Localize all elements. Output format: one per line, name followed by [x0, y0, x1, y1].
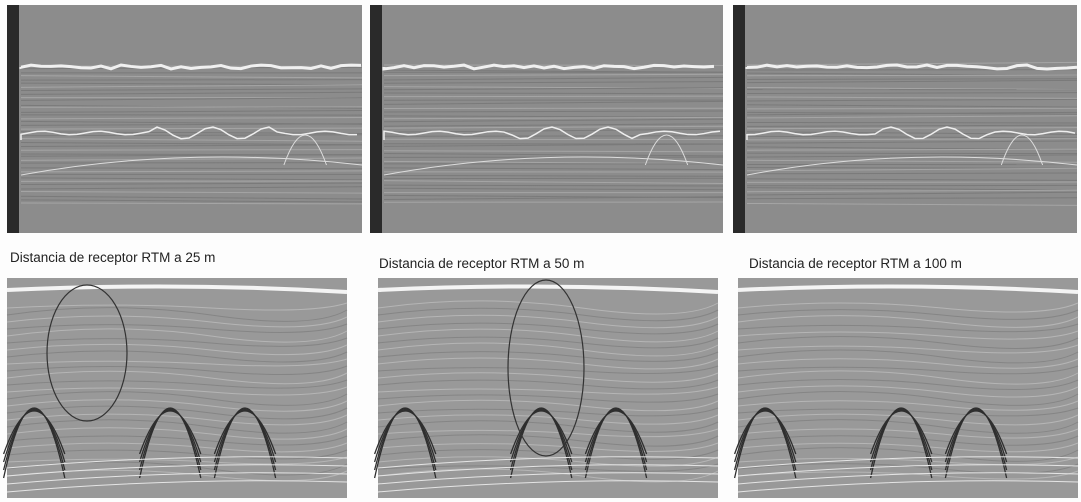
- caption: Distancia de receptor RTM a 50 m: [379, 256, 584, 271]
- reflector: [747, 122, 1077, 123]
- edge-strip: [733, 5, 745, 233]
- seismic-image: [733, 5, 1077, 233]
- reflector: [747, 168, 1077, 169]
- reflector: [747, 108, 1077, 109]
- reflector: [384, 96, 723, 97]
- caption: Distancia de receptor RTM a 100 m: [749, 256, 962, 271]
- figure: Distancia de receptor RTM a 25 m Distanc…: [0, 0, 1081, 502]
- reflector: [747, 79, 1077, 80]
- reflector: [21, 80, 362, 81]
- seismic-image: [375, 278, 718, 498]
- edge-strip: [7, 5, 19, 233]
- reflector: [747, 75, 1077, 76]
- seismic-image: [735, 278, 1078, 498]
- caption: Distancia de receptor RTM a 25 m: [10, 250, 215, 265]
- reflector: [21, 150, 362, 151]
- edge-strip: [370, 5, 382, 233]
- seismic-image: [7, 5, 362, 233]
- seismic-image: [370, 5, 723, 233]
- reflector: [21, 163, 362, 164]
- seismic-image: [4, 278, 347, 498]
